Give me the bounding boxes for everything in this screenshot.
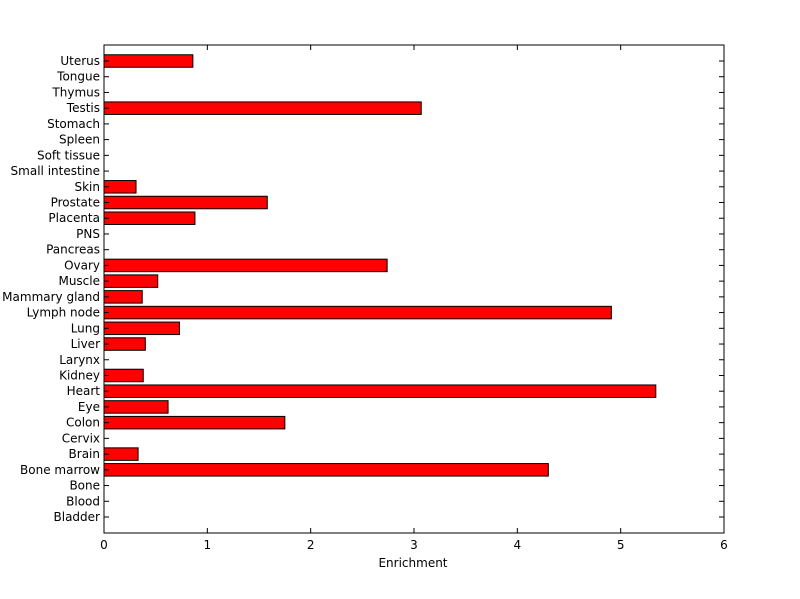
y-tick-label: Lymph node [27, 306, 100, 320]
y-tick-label: Blood [66, 494, 100, 508]
y-tick-label: Brain [69, 447, 100, 461]
bar-kidney [103, 368, 144, 383]
y-tick-label: Heart [67, 384, 101, 398]
bar-muscle [103, 274, 159, 288]
y-tick-label: Placenta [48, 211, 100, 225]
y-tick-label: Mammary gland [2, 290, 100, 304]
y-tick-label: Larynx [59, 353, 100, 367]
y-tick-label: Kidney [59, 368, 100, 382]
y-tick-label: Bone [69, 479, 100, 493]
x-tick-label: 2 [307, 538, 315, 552]
x-tick-label: 6 [720, 538, 728, 552]
bar-colon [103, 415, 286, 430]
bar-placenta [103, 211, 196, 225]
y-tick-label: Uterus [60, 54, 100, 68]
bar-prostate [103, 195, 268, 210]
bar-heart [103, 384, 657, 398]
bar-uterus [103, 54, 194, 68]
bar-eye [103, 400, 169, 414]
y-tick-label: Thymus [51, 85, 100, 99]
y-tick-label: Prostate [51, 196, 100, 210]
bar-ovary [103, 258, 388, 273]
y-tick-label: Soft tissue [37, 148, 100, 162]
y-tick-label: Bone marrow [20, 463, 100, 477]
bar-liver [103, 337, 146, 351]
y-tick-label: Liver [71, 337, 101, 351]
y-tick-label: Muscle [58, 274, 100, 288]
x-tick-label: 3 [410, 538, 418, 552]
y-tick-label: Spleen [59, 133, 100, 147]
y-tick-label: Eye [78, 400, 100, 414]
bar-lymph-node [103, 305, 612, 320]
bars-group [103, 54, 657, 477]
y-tick-label: Stomach [47, 117, 100, 131]
y-tick-label: Skin [74, 180, 100, 194]
y-tick-label: Bladder [54, 510, 101, 524]
bar-lung [103, 321, 180, 336]
y-tick-label: Testis [66, 101, 100, 115]
bar-bone-marrow [103, 463, 549, 477]
x-tick-label: 1 [204, 538, 212, 552]
ticks-group [103, 45, 725, 533]
bar-testis [103, 101, 422, 115]
bar-brain [103, 447, 139, 461]
y-tick-label: Lung [71, 321, 100, 335]
y-tick-label: Pancreas [46, 243, 100, 257]
y-tick-label: PNS [76, 227, 100, 241]
y-tick-label: Tongue [56, 70, 100, 84]
x-tick-label: 4 [514, 538, 522, 552]
bar-mammary-gland [103, 290, 143, 304]
x-tick-label: 0 [100, 538, 108, 552]
x-tick-label: 5 [617, 538, 625, 552]
y-tick-label: Colon [66, 416, 100, 430]
y-tick-label: Cervix [62, 431, 100, 445]
y-tick-label: Ovary [64, 258, 100, 272]
x-axis-label: Enrichment [378, 556, 447, 570]
plot-frame [103, 44, 725, 534]
x-tick-labels: 0 1 2 3 4 5 6 [100, 538, 728, 552]
y-tick-label: Small intestine [11, 164, 100, 178]
